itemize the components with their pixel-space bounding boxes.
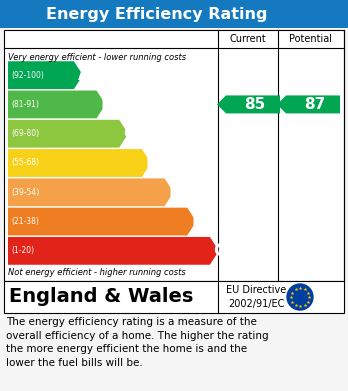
Bar — [0, 0, 348, 28]
Text: (92-100): (92-100) — [11, 71, 44, 80]
Text: B: B — [100, 95, 113, 113]
Text: Energy Efficiency Rating: Energy Efficiency Rating — [46, 7, 267, 22]
Polygon shape — [217, 95, 280, 113]
Polygon shape — [8, 237, 219, 265]
Text: E: E — [169, 183, 180, 201]
Text: England & Wales: England & Wales — [9, 287, 193, 307]
Polygon shape — [8, 91, 105, 118]
Polygon shape — [8, 208, 196, 235]
Text: F: F — [191, 213, 203, 231]
Polygon shape — [277, 95, 340, 113]
Text: D: D — [145, 154, 159, 172]
Text: (81-91): (81-91) — [11, 100, 39, 109]
Text: Not energy efficient - higher running costs: Not energy efficient - higher running co… — [8, 268, 186, 277]
Text: Very energy efficient - lower running costs: Very energy efficient - lower running co… — [8, 53, 186, 62]
Circle shape — [287, 284, 313, 310]
Text: G: G — [213, 242, 227, 260]
Text: 85: 85 — [244, 97, 266, 112]
Polygon shape — [8, 178, 174, 206]
Text: (69-80): (69-80) — [11, 129, 39, 138]
Text: (21-38): (21-38) — [11, 217, 39, 226]
Text: The energy efficiency rating is a measure of the
overall efficiency of a home. T: The energy efficiency rating is a measur… — [6, 317, 269, 368]
Text: Potential: Potential — [290, 34, 332, 44]
Polygon shape — [8, 120, 128, 148]
Text: (1-20): (1-20) — [11, 246, 34, 255]
Text: C: C — [123, 125, 135, 143]
Text: 87: 87 — [304, 97, 326, 112]
Text: A: A — [78, 66, 90, 84]
Polygon shape — [8, 61, 83, 89]
Bar — [4, 281, 344, 313]
Polygon shape — [8, 149, 151, 177]
Text: (55-68): (55-68) — [11, 158, 39, 167]
Text: EU Directive
2002/91/EC: EU Directive 2002/91/EC — [226, 285, 286, 308]
Text: Current: Current — [230, 34, 266, 44]
Text: (39-54): (39-54) — [11, 188, 39, 197]
Bar — [4, 30, 344, 281]
